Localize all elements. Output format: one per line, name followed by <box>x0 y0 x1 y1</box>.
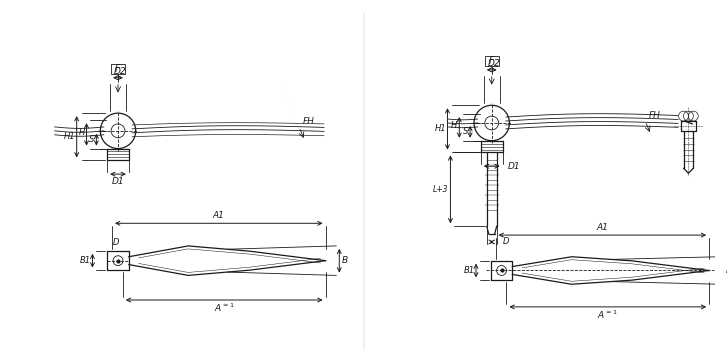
Text: D: D <box>503 237 510 247</box>
Text: S: S <box>462 127 468 136</box>
Text: S: S <box>89 135 95 144</box>
Text: D2: D2 <box>487 59 500 68</box>
Text: D1: D1 <box>508 162 521 171</box>
Text: $A^{\approx 1}$: $A^{\approx 1}$ <box>598 308 618 321</box>
Text: B: B <box>726 266 727 275</box>
Text: A1: A1 <box>596 223 608 232</box>
Text: D: D <box>113 239 119 248</box>
Text: H1: H1 <box>64 132 76 141</box>
Text: F: F <box>489 56 494 66</box>
Text: A1: A1 <box>213 211 225 220</box>
Text: FH: FH <box>649 111 661 119</box>
Text: D1: D1 <box>112 177 124 185</box>
Text: FH: FH <box>303 117 315 126</box>
Text: D2: D2 <box>113 67 126 76</box>
Text: B: B <box>342 256 348 265</box>
Text: $A^{\approx 1}$: $A^{\approx 1}$ <box>214 302 235 314</box>
Text: H: H <box>79 128 85 137</box>
Text: B1: B1 <box>464 266 475 275</box>
Text: L+3: L+3 <box>433 185 449 194</box>
Text: F: F <box>115 64 121 74</box>
Text: B1: B1 <box>80 256 91 265</box>
Text: H: H <box>451 121 457 130</box>
Text: H1: H1 <box>435 125 446 133</box>
